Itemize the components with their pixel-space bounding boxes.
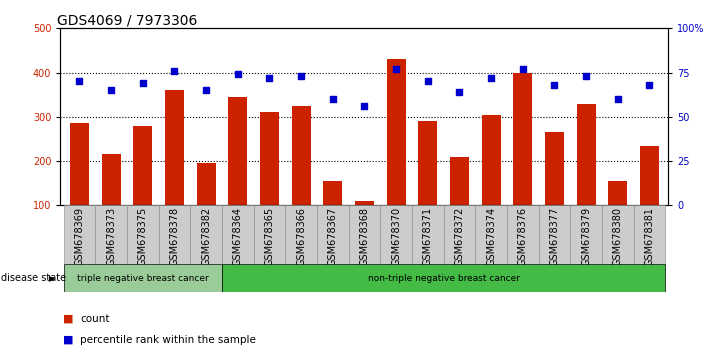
Point	[454, 89, 465, 95]
Bar	[324, 181, 342, 250]
Bar	[228, 97, 247, 250]
Text: GSM678369: GSM678369	[75, 207, 85, 266]
Text: GSM678382: GSM678382	[201, 207, 211, 266]
Bar	[640, 145, 659, 250]
Text: GSM678368: GSM678368	[359, 207, 370, 266]
Text: ▶: ▶	[49, 274, 55, 283]
Text: GSM678379: GSM678379	[581, 207, 591, 266]
Text: GSM678377: GSM678377	[550, 207, 560, 266]
Bar	[634, 205, 665, 264]
Text: GSM678375: GSM678375	[138, 207, 148, 266]
Bar	[507, 205, 538, 264]
Point	[137, 80, 149, 86]
Text: ■: ■	[63, 314, 73, 324]
Bar	[380, 205, 412, 264]
Point	[201, 87, 212, 93]
Text: GSM678376: GSM678376	[518, 207, 528, 266]
Point	[105, 87, 117, 93]
Text: percentile rank within the sample: percentile rank within the sample	[80, 335, 256, 345]
Bar	[222, 264, 665, 292]
Point	[422, 79, 434, 84]
Bar	[285, 205, 317, 264]
Bar	[317, 205, 348, 264]
Bar	[444, 205, 475, 264]
Point	[358, 103, 370, 109]
Bar	[102, 154, 121, 250]
Point	[517, 66, 528, 72]
Text: GSM678380: GSM678380	[613, 207, 623, 266]
Text: count: count	[80, 314, 109, 324]
Bar	[602, 205, 634, 264]
Text: GDS4069 / 7973306: GDS4069 / 7973306	[58, 13, 198, 27]
Text: GSM678366: GSM678366	[296, 207, 306, 266]
Bar	[513, 73, 533, 250]
Bar	[133, 126, 152, 250]
Point	[169, 68, 180, 74]
Text: GSM678373: GSM678373	[106, 207, 116, 266]
Bar	[450, 156, 469, 250]
Text: triple negative breast cancer: triple negative breast cancer	[77, 274, 208, 283]
Bar	[355, 201, 374, 250]
Bar	[165, 90, 184, 250]
Bar	[70, 124, 89, 250]
Bar	[254, 205, 285, 264]
Text: GSM678367: GSM678367	[328, 207, 338, 266]
Bar	[481, 115, 501, 250]
Point	[612, 96, 624, 102]
Text: GSM678371: GSM678371	[423, 207, 433, 266]
Point	[643, 82, 655, 88]
Text: disease state: disease state	[1, 273, 66, 283]
Bar	[191, 205, 222, 264]
Bar	[538, 205, 570, 264]
Bar	[577, 104, 596, 250]
Text: GSM678364: GSM678364	[232, 207, 242, 266]
Bar	[475, 205, 507, 264]
Point	[74, 79, 85, 84]
Text: GSM678381: GSM678381	[644, 207, 654, 266]
Text: GSM678372: GSM678372	[454, 207, 464, 266]
Bar	[418, 121, 437, 250]
Bar	[222, 205, 254, 264]
Bar	[570, 205, 602, 264]
Bar	[608, 181, 627, 250]
Point	[327, 96, 338, 102]
Bar	[196, 163, 215, 250]
Bar	[387, 59, 405, 250]
Point	[390, 66, 402, 72]
Point	[232, 72, 243, 77]
Point	[549, 82, 560, 88]
Bar	[292, 106, 311, 250]
Text: ■: ■	[63, 335, 73, 345]
Point	[264, 75, 275, 81]
Text: GSM678378: GSM678378	[169, 207, 179, 266]
Text: GSM678370: GSM678370	[391, 207, 401, 266]
Bar	[95, 205, 127, 264]
Bar	[159, 205, 191, 264]
Point	[295, 73, 306, 79]
Text: GSM678365: GSM678365	[264, 207, 274, 266]
Text: non-triple negative breast cancer: non-triple negative breast cancer	[368, 274, 520, 283]
Bar	[348, 205, 380, 264]
Bar	[412, 205, 444, 264]
Bar	[260, 113, 279, 250]
Bar	[545, 132, 564, 250]
Point	[580, 73, 592, 79]
Bar	[127, 205, 159, 264]
Text: GSM678374: GSM678374	[486, 207, 496, 266]
Bar	[63, 264, 222, 292]
Bar	[63, 205, 95, 264]
Point	[486, 75, 497, 81]
